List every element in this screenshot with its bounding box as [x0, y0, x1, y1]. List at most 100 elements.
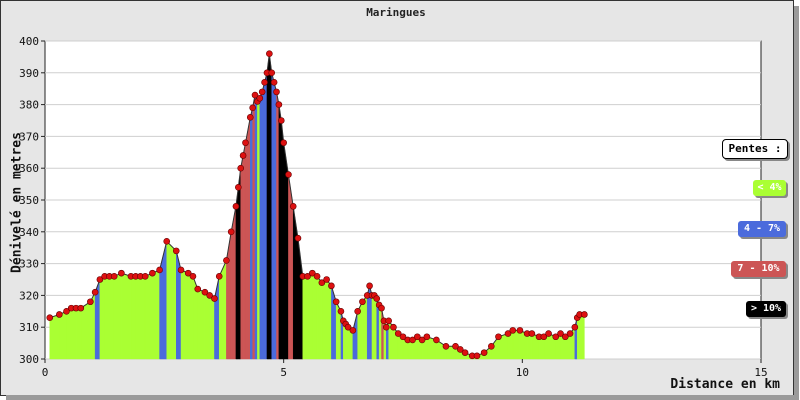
- x-axis-ticks: 0 5 10 15: [42, 359, 768, 379]
- elevation-point: [96, 276, 104, 283]
- y-axis-ticks: 300 310 320 330 340 350 360 370 380 390 400: [19, 35, 45, 366]
- elevation-point: [249, 104, 256, 112]
- frame-shadow-bottom: [6, 395, 799, 400]
- slope-bands: [49, 53, 585, 360]
- elevation-point: [516, 327, 524, 334]
- elevation-point: [273, 88, 280, 96]
- elevation-point: [390, 323, 397, 331]
- elevation-point: [378, 304, 385, 312]
- elevation-point: [480, 349, 488, 356]
- elevation-point: [239, 152, 247, 159]
- slope-band: [271, 72, 275, 360]
- elevation-point: [309, 269, 316, 277]
- slope-band: [316, 275, 323, 360]
- elevation-point: [201, 288, 209, 296]
- elevation-point: [394, 330, 402, 337]
- y-tick-label: 320: [19, 289, 39, 302]
- elevation-point: [110, 273, 118, 280]
- elevation-point: [63, 307, 70, 315]
- slope-band: [273, 82, 277, 360]
- y-tick-label: 330: [19, 258, 39, 271]
- slope-band: [113, 272, 122, 360]
- elevation-point: [414, 333, 421, 341]
- elevation-point: [156, 266, 163, 274]
- elevation-point: [275, 101, 283, 108]
- y-tick-label: 400: [19, 35, 39, 48]
- elevation-point: [294, 234, 302, 242]
- elevation-point: [495, 333, 502, 341]
- legend-item: > 10%: [746, 301, 786, 317]
- slope-band: [187, 272, 194, 360]
- elevation-point: [566, 330, 574, 337]
- elevation-point: [223, 257, 230, 264]
- elevation-point: [189, 273, 197, 280]
- legend-item: 7 - 10%: [731, 261, 786, 277]
- chart-title: Maringues: [366, 6, 426, 19]
- elevation-point: [163, 238, 171, 245]
- y-tick-label: 390: [19, 67, 39, 80]
- elevation-point: [561, 333, 569, 341]
- elevation-point: [46, 314, 54, 321]
- slope-band: [66, 307, 72, 360]
- legend-item: 4 - 7%: [738, 221, 786, 237]
- elevation-point: [545, 330, 552, 337]
- elevation-point: [318, 279, 326, 286]
- elevation-point: [251, 91, 259, 99]
- elevation-point: [56, 311, 63, 318]
- y-tick-label: 370: [19, 130, 39, 143]
- slope-band: [307, 272, 313, 360]
- slope-band: [259, 91, 263, 360]
- elevation-point: [77, 304, 85, 312]
- elevation-point: [359, 298, 366, 306]
- elevation-point: [552, 333, 560, 341]
- y-tick-label: 340: [19, 226, 39, 239]
- elevation-point: [382, 323, 390, 331]
- elevation-point: [399, 333, 407, 341]
- elevation-point: [373, 295, 381, 302]
- elevation-point: [304, 273, 311, 280]
- elevation-point: [177, 266, 185, 274]
- elevation-point: [172, 247, 180, 255]
- elevation-point: [141, 273, 149, 280]
- slope-band: [135, 276, 141, 360]
- slope-band: [245, 117, 251, 360]
- elevation-point: [473, 352, 481, 360]
- slope-band: [257, 97, 261, 360]
- x-tick-label: 10: [516, 366, 529, 379]
- x-tick-label: 15: [754, 366, 767, 379]
- slope-band: [144, 272, 153, 360]
- slope-band: [104, 276, 110, 360]
- elevation-point: [268, 69, 276, 77]
- x-axis-label: Distance en km: [670, 377, 780, 392]
- elevation-point: [418, 336, 426, 344]
- slope-band: [266, 53, 270, 360]
- slope-band: [579, 314, 585, 360]
- elevation-point: [211, 295, 218, 302]
- x-tick-label: 5: [280, 366, 287, 379]
- slope-band: [238, 168, 241, 360]
- elevation-point: [528, 330, 536, 337]
- elevation-point: [557, 330, 564, 337]
- slope-band: [204, 291, 210, 360]
- elevation-point: [354, 307, 361, 315]
- elevation-point: [261, 79, 268, 86]
- elevation-point: [256, 94, 264, 102]
- elevation-point: [323, 276, 330, 283]
- slope-band: [99, 275, 105, 360]
- slope-band: [109, 276, 115, 360]
- elevation-point: [270, 79, 278, 86]
- elevation-point: [227, 228, 235, 236]
- elevation-point: [366, 282, 373, 290]
- elevation-point: [237, 164, 245, 172]
- elevation-point: [488, 342, 495, 350]
- y-tick-label: 360: [19, 162, 39, 175]
- y-tick-label: 350: [19, 194, 39, 207]
- slope-band: [371, 295, 375, 360]
- slope-band: [130, 276, 136, 360]
- elevation-point: [509, 327, 517, 334]
- elevation-point: [206, 292, 213, 299]
- elevation-point: [232, 203, 240, 210]
- elevation-point: [277, 117, 285, 124]
- elevation-point: [332, 298, 340, 306]
